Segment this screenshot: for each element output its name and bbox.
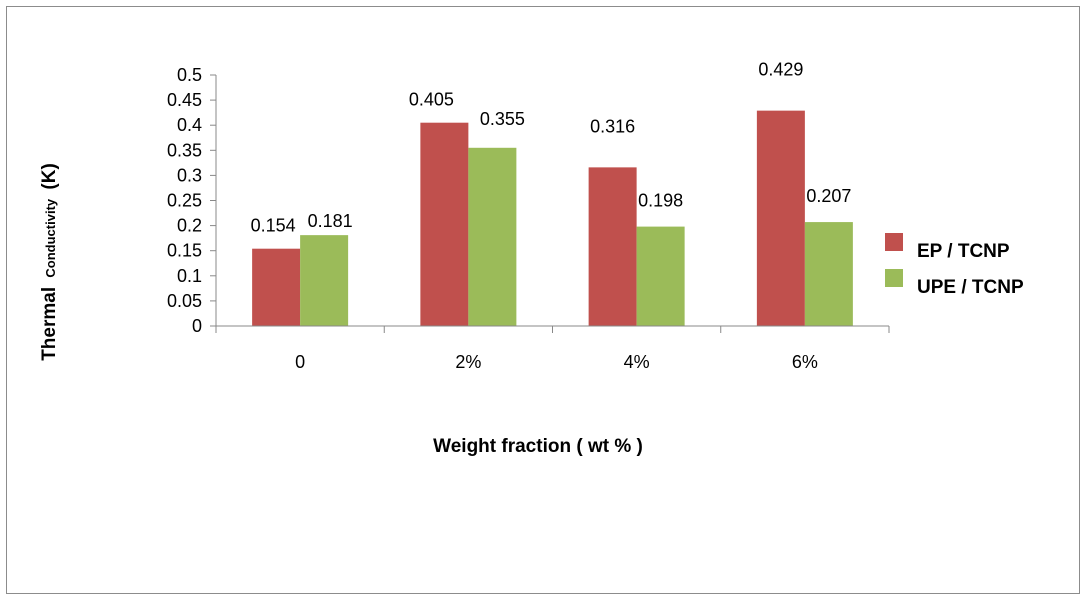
y-tick-label: 0.4: [177, 115, 202, 135]
y-axis-ticks: 0 0.05 0.1 0.15 0.2 0.25 0.3 0.35 0.4 0.45 0.5: [167, 65, 216, 336]
data-label: 0.181: [308, 211, 353, 231]
data-label: 0.154: [251, 216, 296, 236]
bar-ep-tcnp-3: [756, 110, 805, 326]
data-label: 0.429: [758, 60, 803, 80]
legend-swatch: [885, 233, 903, 251]
y-tick-label: 0: [192, 316, 202, 336]
legend-label: UPE / TCNP: [917, 277, 1024, 298]
y-tick-label: 0.2: [177, 216, 202, 236]
data-label: 0.405: [409, 90, 454, 110]
y-tick-label: 0.5: [177, 65, 202, 85]
data-label: 0.316: [590, 116, 635, 136]
bar-ep-tcnp-1: [420, 122, 469, 326]
bar-ep-tcnp-0: [252, 248, 301, 326]
data-label: 0.355: [480, 109, 525, 129]
y-axis-title-main: Thermal: [39, 287, 60, 361]
chart-frame: [6, 6, 1080, 594]
y-tick-label: 0.35: [167, 140, 202, 160]
legend-label: EP / TCNP: [917, 241, 1010, 262]
y-tick-label: 0.3: [177, 165, 202, 185]
bar-ep-tcnp-2: [588, 167, 637, 326]
bar-upe-tcnp-3: [804, 222, 853, 326]
data-labels: 0.154 0.181 0.405 0.355 0.316 0.198 0.429 0.207: [251, 60, 852, 236]
y-axis-title-unit: (K): [39, 163, 60, 189]
bar-upe-tcnp-0: [300, 235, 349, 326]
legend-swatch: [885, 269, 903, 287]
x-tick-label: 4%: [624, 352, 650, 372]
y-tick-label: 0.1: [177, 266, 202, 286]
data-label: 0.198: [638, 191, 683, 211]
legend: EP / TCNP UPE / TCNP: [885, 233, 1024, 298]
bar-upe-tcnp-1: [468, 147, 517, 326]
x-axis-ticks: 0 2% 4% 6%: [215, 326, 890, 372]
y-axis-title-small: Conductivity: [43, 198, 58, 277]
x-axis-title: Weight fraction ( wt % ): [433, 436, 643, 457]
x-tick-label: 6%: [792, 352, 818, 372]
y-tick-label: 0.05: [167, 291, 202, 311]
y-tick-label: 0.45: [167, 90, 202, 110]
data-label: 0.207: [806, 186, 851, 206]
x-tick-label: 2%: [455, 352, 481, 372]
y-axis-title: Thermal Conductivity (K): [39, 163, 60, 361]
x-tick-label: 0: [295, 352, 305, 372]
y-tick-label: 0.15: [167, 241, 202, 261]
bars: [252, 110, 853, 326]
bar-upe-tcnp-2: [636, 226, 685, 326]
y-tick-label: 0.25: [167, 191, 202, 211]
